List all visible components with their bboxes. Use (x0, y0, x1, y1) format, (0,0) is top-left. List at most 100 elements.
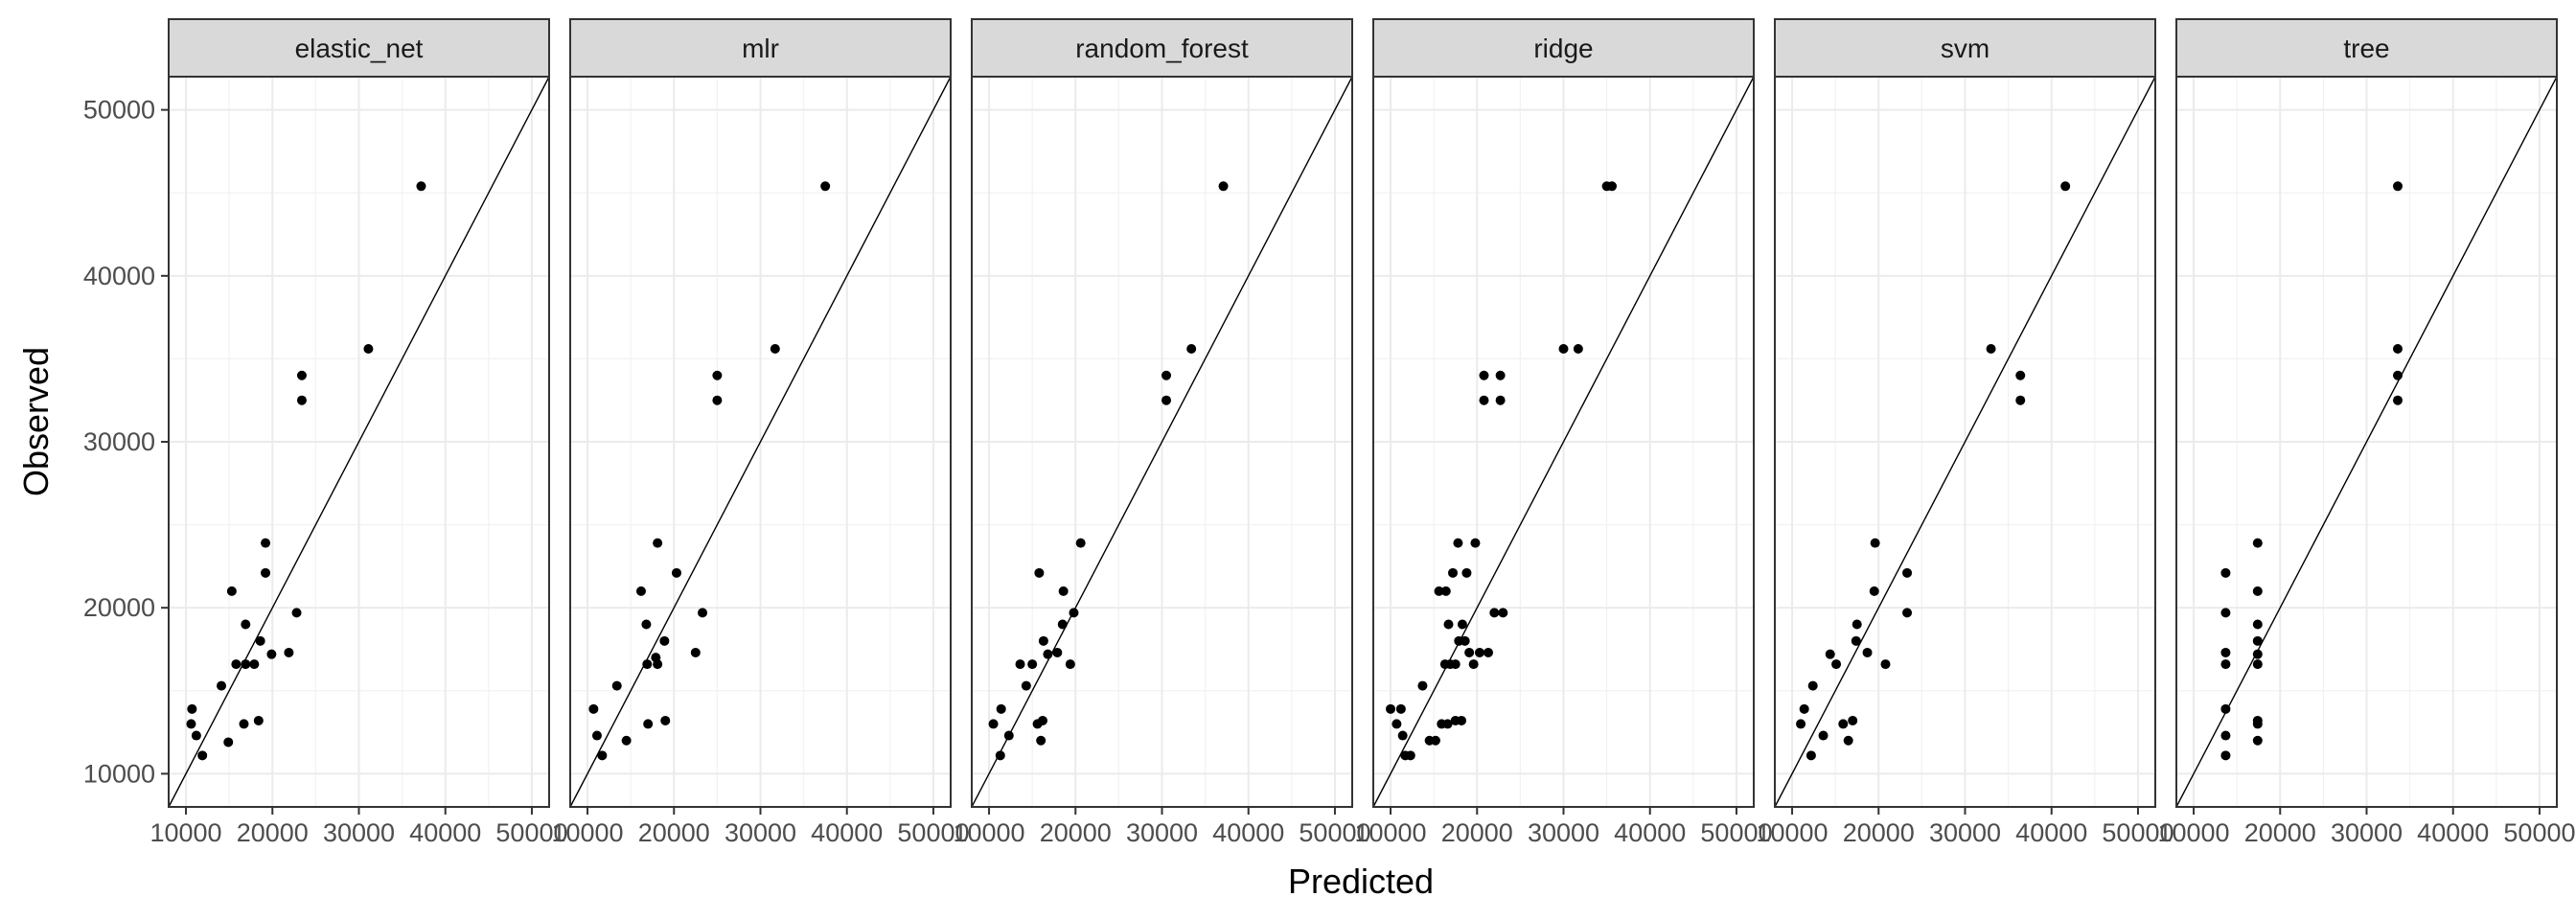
data-point (217, 680, 227, 691)
x-tick-label: 30000 (724, 818, 796, 847)
data-point (1443, 619, 1454, 630)
data-point (197, 750, 208, 761)
data-point (2220, 750, 2231, 761)
data-point (249, 659, 260, 670)
data-point (231, 659, 242, 670)
y-tick-label: 50000 (83, 96, 155, 125)
data-point (820, 181, 831, 192)
facet-panel-mlr: mlr 10000 20000 30000 40000 50000 (551, 18, 970, 847)
data-point (1395, 703, 1406, 714)
facet-strip-label: ridge (1533, 34, 1593, 63)
facet-panel-random_forest: random_forest 10000 20000 30000 40000 50000 (953, 18, 1371, 847)
data-point (1397, 730, 1408, 741)
data-point (2015, 370, 2026, 380)
facet-strip (2175, 18, 2558, 78)
data-point (1479, 395, 1489, 405)
data-point (1162, 395, 1172, 405)
data-point (635, 586, 646, 596)
facet-panel-tree: tree 10000 20000 30000 40000 50000 (2157, 18, 2576, 847)
data-point (296, 370, 307, 380)
y-axis-title: Observed (16, 347, 56, 496)
data-point (284, 647, 294, 657)
data-point (1417, 680, 1428, 691)
data-point (1015, 659, 1025, 670)
data-point (660, 715, 671, 725)
data-point (2252, 649, 2263, 659)
data-point (2220, 647, 2231, 657)
data-point (1851, 635, 1861, 646)
data-point (191, 730, 201, 741)
x-tick-label: 20000 (237, 818, 309, 847)
facet-strip (971, 18, 1353, 78)
data-point (1902, 567, 1913, 578)
facet-strip-label: random_forest (1075, 34, 1249, 63)
facet-panel-elastic_net: elastic_net 10000 20000 30000 40000 50000 (150, 18, 568, 847)
data-point (1468, 659, 1479, 670)
data-point (588, 703, 599, 714)
data-point (1838, 719, 1849, 729)
data-point (1573, 344, 1583, 355)
x-tick-label: 10000 (1354, 818, 1426, 847)
data-point (2252, 586, 2263, 596)
data-point (1869, 586, 1879, 596)
data-point (1796, 719, 1806, 729)
data-point (2252, 619, 2263, 630)
data-point (239, 719, 249, 729)
data-point (2220, 659, 2231, 670)
x-tick-label: 10000 (953, 818, 1024, 847)
data-point (2220, 567, 2231, 578)
data-point (1186, 344, 1197, 355)
data-point (1065, 659, 1075, 670)
data-point (1034, 567, 1045, 578)
data-point (643, 719, 654, 729)
data-point (1442, 719, 1453, 729)
data-point (1848, 715, 1858, 725)
data-point (241, 619, 251, 630)
facet-strip (168, 18, 550, 78)
y-tick-label: 30000 (83, 427, 155, 456)
x-tick-label: 40000 (2015, 818, 2087, 847)
facet-strip-label: svm (1941, 34, 1990, 63)
data-point (1021, 680, 1031, 691)
x-tick-label: 10000 (150, 818, 221, 847)
data-point (1405, 750, 1415, 761)
facet-strip-label: elastic_net (295, 34, 424, 63)
x-tick-label: 30000 (323, 818, 395, 847)
data-point (591, 730, 602, 741)
data-point (2220, 703, 2231, 714)
data-point (416, 181, 426, 192)
data-point (1075, 538, 1086, 548)
data-point (363, 344, 374, 355)
data-point (770, 344, 780, 355)
data-point (1986, 344, 1996, 355)
data-point (2252, 735, 2263, 746)
x-tick-label: 30000 (1528, 818, 1599, 847)
data-point (1558, 344, 1569, 355)
x-tick-label: 10000 (551, 818, 623, 847)
x-tick-label: 30000 (1126, 818, 1198, 847)
reference-line (2175, 76, 2558, 808)
data-point (1037, 715, 1047, 725)
data-point (261, 538, 271, 548)
y-tick-label: 20000 (83, 593, 155, 622)
data-point (261, 567, 271, 578)
x-tick-label: 50000 (2503, 818, 2575, 847)
facet-strip-label: mlr (742, 34, 779, 63)
data-point (1460, 635, 1470, 646)
reference-line (569, 76, 952, 808)
x-tick-label: 30000 (2331, 818, 2403, 847)
data-point (1489, 608, 1500, 618)
data-point (223, 737, 234, 748)
x-tick-label: 50000 (1700, 818, 1772, 847)
data-point (2392, 370, 2403, 380)
data-point (1057, 619, 1068, 630)
x-tick-label: 20000 (1040, 818, 1112, 847)
data-point (1052, 647, 1063, 657)
data-point (1807, 680, 1818, 691)
x-tick-label: 40000 (1212, 818, 1284, 847)
x-tick-label: 50000 (495, 818, 567, 847)
reference-line (1774, 76, 2156, 808)
data-point (1457, 619, 1467, 630)
data-point (1036, 735, 1046, 746)
data-point (653, 659, 663, 670)
